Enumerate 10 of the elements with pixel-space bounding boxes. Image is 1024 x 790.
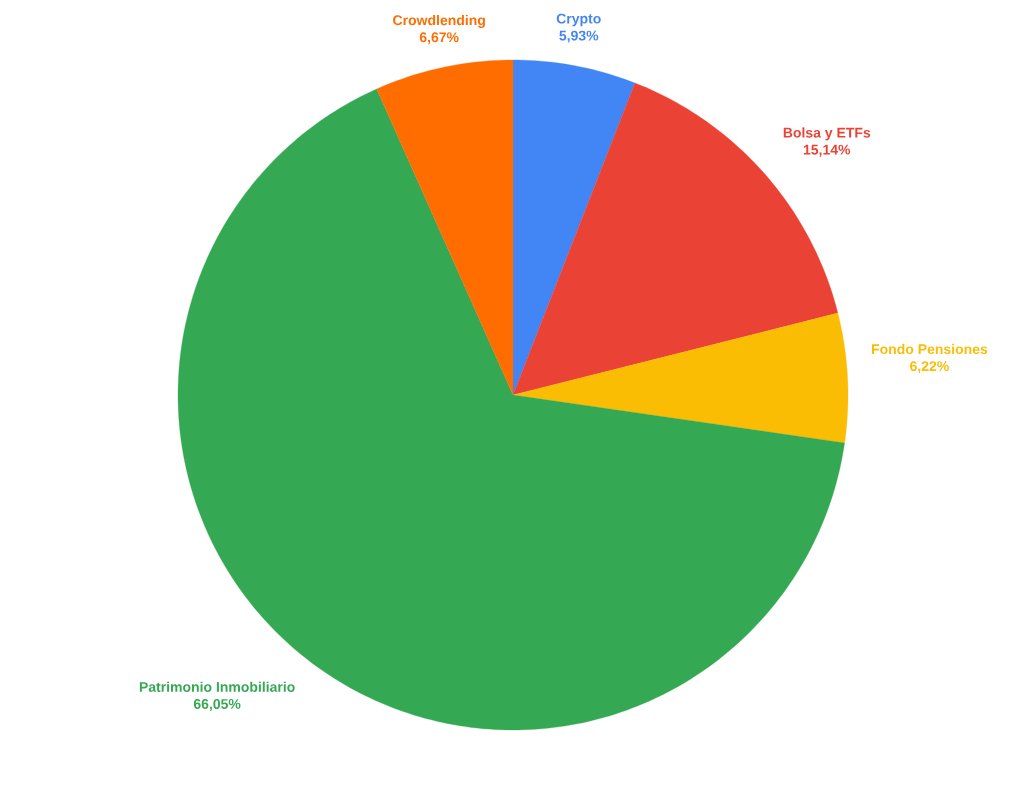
data-label: 6,22% (910, 361, 949, 374)
slice-label: Crypto (556, 13, 601, 27)
slice-label: Bolsa y ETFs (783, 127, 871, 141)
slice-label: Fondo Pensiones (872, 343, 988, 355)
slice-label: Crowdlending (393, 14, 485, 29)
data-label: 5,93% (559, 30, 599, 43)
data-label: 6,67% (419, 32, 459, 45)
data-label: 15,14% (803, 144, 851, 157)
data-label: 66,05% (193, 698, 241, 711)
slice-label: Patrimonio Inmobiliario (139, 681, 295, 692)
